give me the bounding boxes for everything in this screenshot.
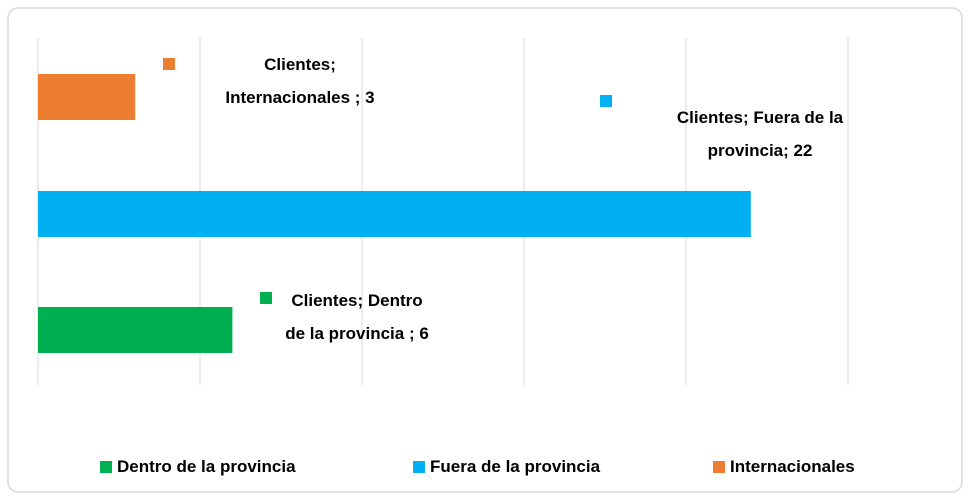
legend-label: Internacionales xyxy=(730,457,855,476)
bar xyxy=(38,74,136,120)
bar xyxy=(38,307,233,353)
label-key xyxy=(163,58,175,70)
data-label: Clientes; Fuera de la provincia; 22 xyxy=(676,108,844,160)
data-label: Clientes; Internacionales ; 3 xyxy=(225,55,375,107)
chart-border xyxy=(7,7,963,493)
data-label: Clientes; Dentro de la provincia ; 6 xyxy=(285,291,429,343)
legend-key xyxy=(100,461,112,473)
bar xyxy=(38,191,751,237)
legend-label: Dentro de la provincia xyxy=(117,457,296,476)
legend-key xyxy=(413,461,425,473)
legend-label: Fuera de la provincia xyxy=(430,457,601,476)
legend-key xyxy=(713,461,725,473)
label-key xyxy=(600,95,612,107)
label-key xyxy=(260,292,272,304)
